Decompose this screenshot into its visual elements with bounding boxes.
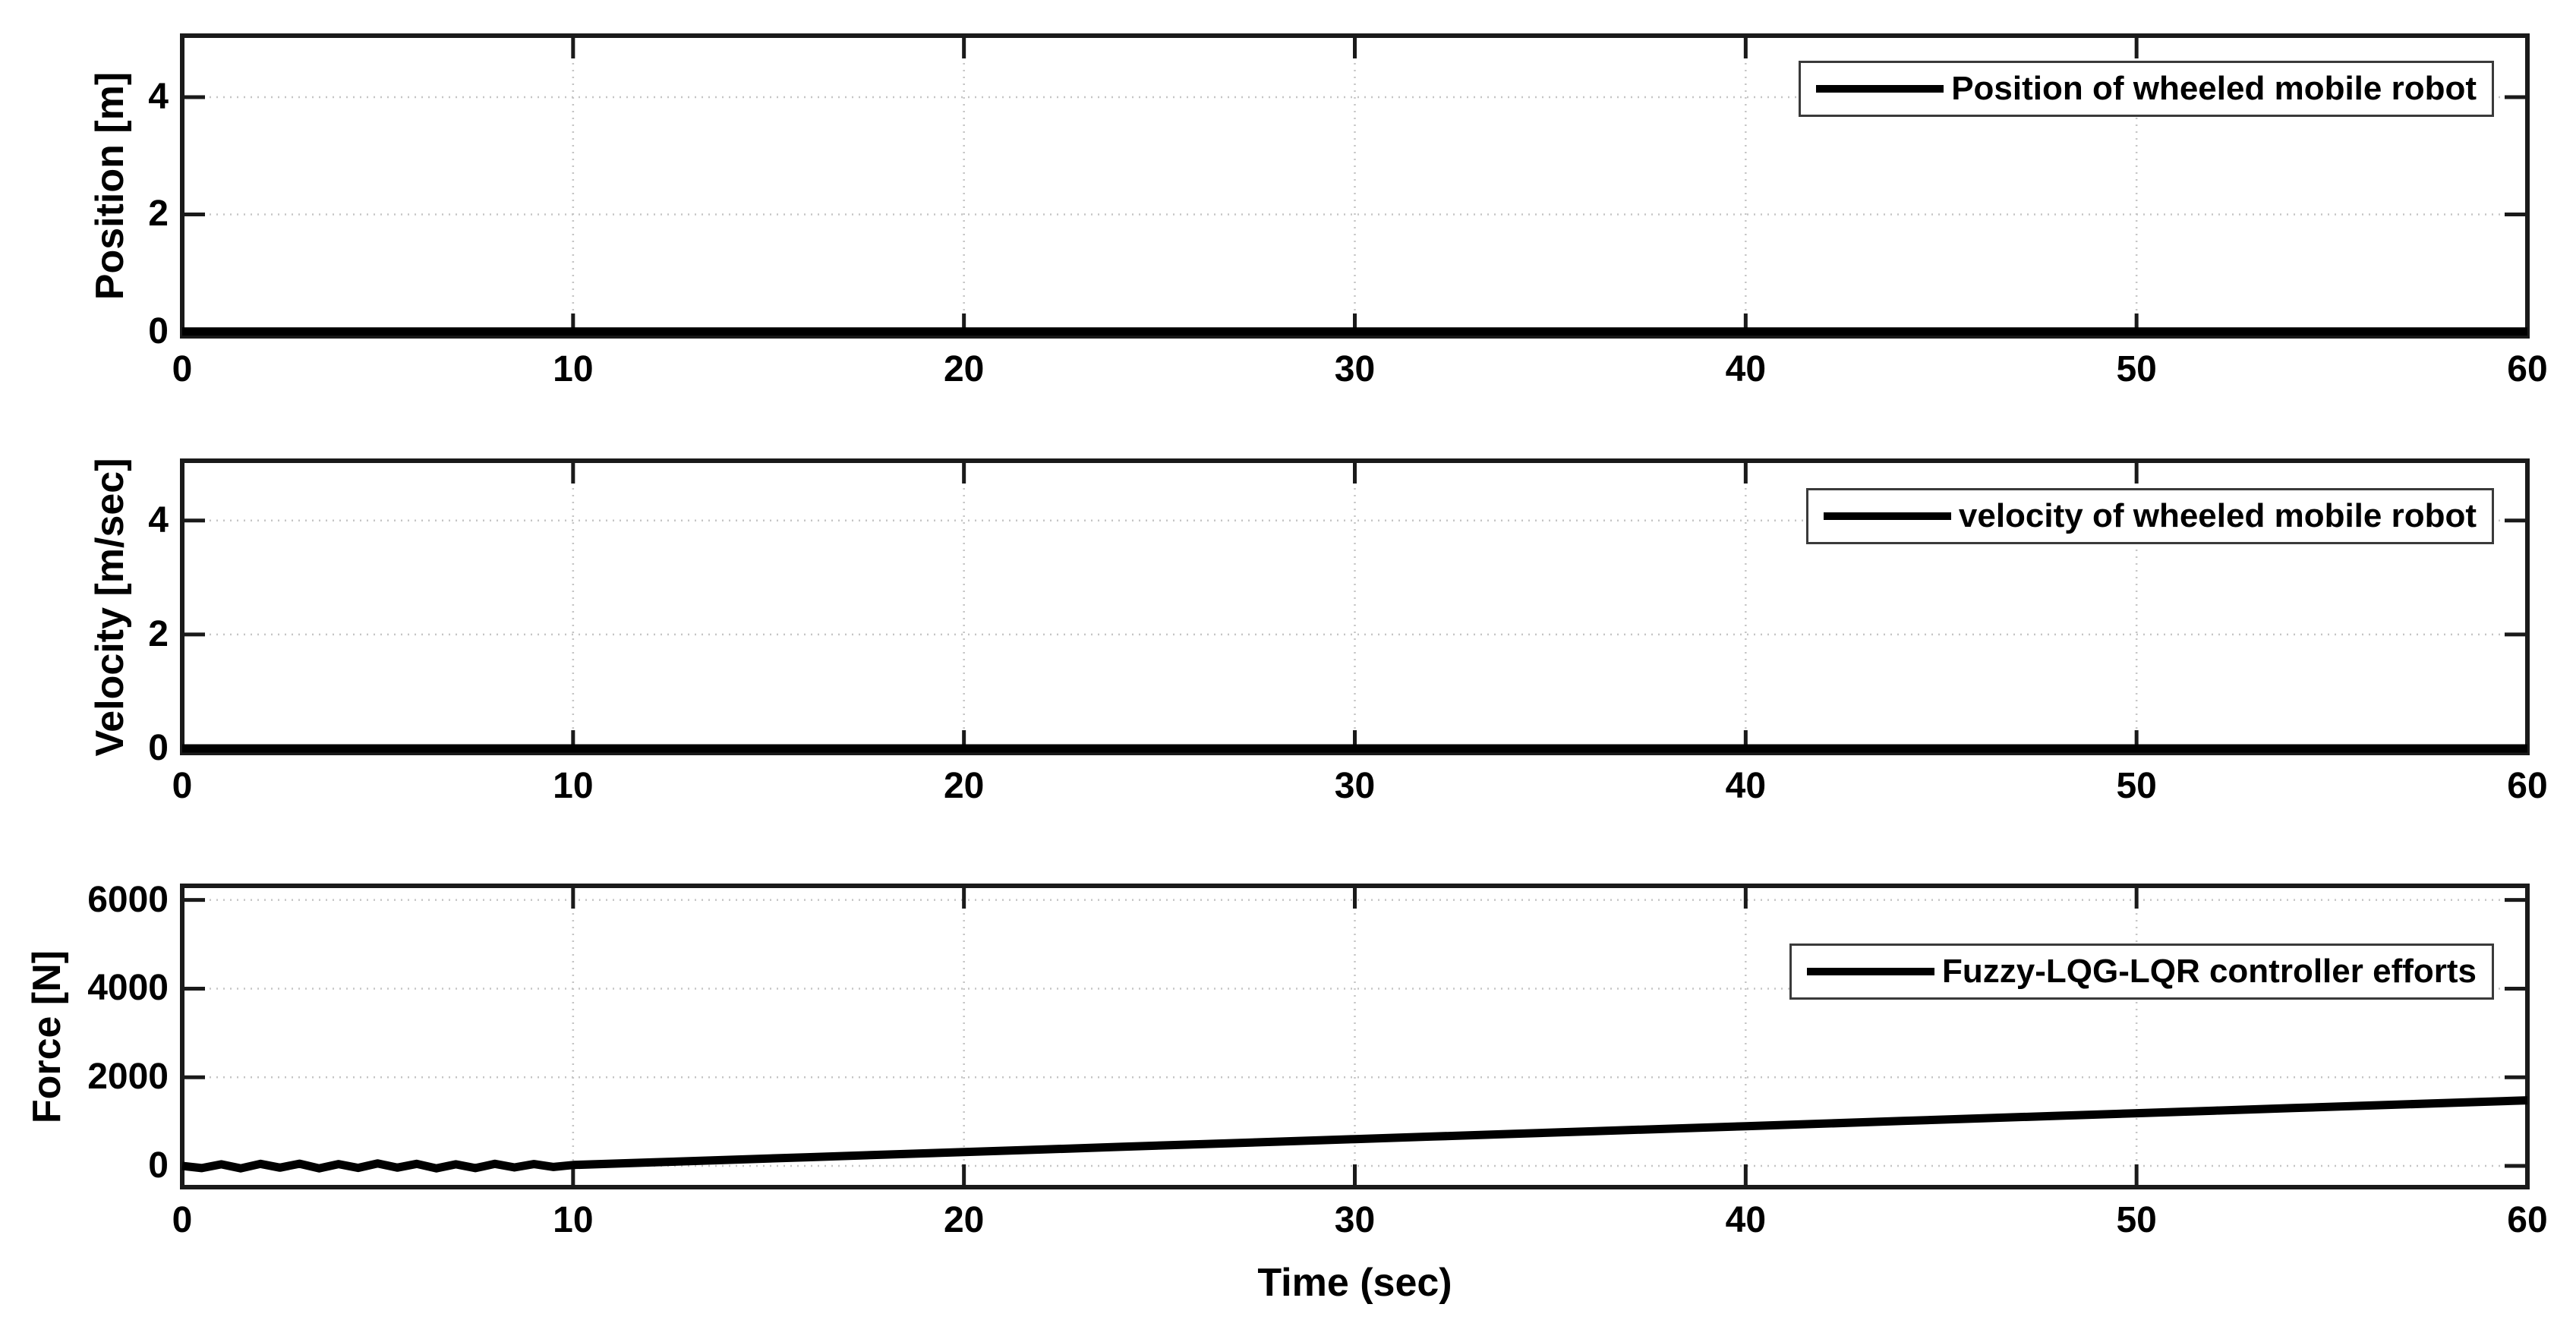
force-legend-line-sample [1807, 968, 1934, 975]
x-tick-label: 50 [2116, 349, 2157, 389]
x-tick-label: 60 [2507, 349, 2548, 389]
x-tick-label: 50 [2116, 1200, 2157, 1240]
y-tick-label: 4 [148, 499, 169, 540]
y-tick-label: 0 [148, 1145, 169, 1186]
plot-area-canvas [180, 33, 2530, 339]
y-tick-label: 2 [148, 194, 169, 235]
subplot-position: Position [m] Position of wheeled mobile … [88, 33, 2548, 389]
x-tick-label: 40 [1725, 766, 1767, 806]
x-axis-title: Time (sec) [1257, 1261, 1452, 1305]
velocity-legend-line-sample [1823, 512, 1951, 520]
x-tick-label: 20 [943, 349, 985, 389]
x-tick-label: 10 [553, 349, 594, 389]
force-legend-box: Fuzzy-LQG-LQR controller efforts [1789, 943, 2494, 1000]
x-tick-label: 30 [1334, 766, 1376, 806]
position-legend-line-sample [1816, 85, 1944, 93]
x-tick-label: 0 [172, 349, 193, 389]
position-legend-box: Position of wheeled mobile robot [1799, 61, 2494, 117]
x-tick-label: 40 [1725, 349, 1767, 389]
subplot-force: Force [N] Fuzzy-LQG-LQR controller effor… [25, 880, 2548, 1240]
x-tick-label: 30 [1334, 349, 1376, 389]
x-tick-label: 20 [943, 766, 985, 806]
x-tick-label: 50 [2116, 766, 2157, 806]
velocity-legend-box: velocity of wheeled mobile robot [1805, 488, 2494, 544]
y-tick-label: 2 [148, 613, 169, 654]
y-tick-label: 2000 [87, 1057, 169, 1098]
velocity-legend-label: velocity of wheeled mobile robot [1958, 497, 2477, 534]
x-tick-label: 10 [553, 1200, 594, 1240]
data-series-line [181, 1096, 2528, 1173]
x-tick-label: 40 [1725, 1200, 1767, 1240]
y-tick-label: 0 [148, 310, 169, 351]
position-legend-label: Position of wheeled mobile robot [1951, 70, 2477, 107]
y-tick-label: 0 [148, 727, 169, 768]
y-tick-label: 4 [148, 77, 169, 118]
y-tick-label: 6000 [87, 879, 169, 920]
x-tick-label: 0 [172, 766, 193, 806]
force-legend-label: Fuzzy-LQG-LQR controller efforts [1942, 953, 2477, 990]
x-tick-label: 60 [2507, 766, 2548, 806]
x-tick-label: 10 [553, 766, 594, 806]
y-tick-label: 4000 [87, 968, 169, 1009]
plot-area-canvas [180, 884, 2530, 1189]
x-tick-label: 60 [2507, 1200, 2548, 1240]
x-tick-label: 30 [1334, 1200, 1376, 1240]
x-tick-label: 0 [172, 1200, 193, 1240]
x-tick-label: 20 [943, 1200, 985, 1240]
subplot-velocity: Velocity [m/sec] velocity of wheeled mob… [88, 458, 2548, 806]
